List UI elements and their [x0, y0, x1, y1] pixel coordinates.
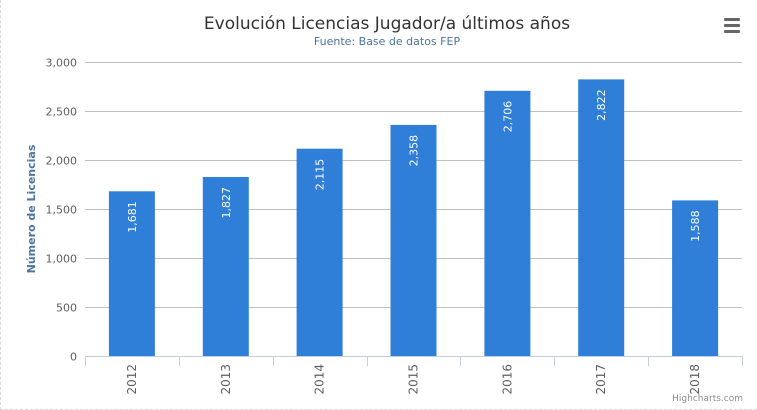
data-label: 1,827	[220, 187, 233, 219]
menu-bar	[724, 18, 740, 21]
x-tick-label: 2016	[500, 364, 514, 395]
data-label: 2,706	[501, 101, 514, 133]
chart-subtitle: Fuente: Base de datos FEP	[314, 35, 461, 48]
menu-bar	[724, 30, 740, 33]
bar[interactable]	[296, 148, 343, 356]
y-tick-label: 500	[56, 302, 77, 315]
y-tick-label: 0	[70, 351, 77, 364]
chart-title: Evolución Licencias Jugador/a últimos añ…	[204, 14, 570, 34]
y-tick-label: 2,000	[46, 155, 78, 168]
y-tick-label: 1,500	[46, 204, 78, 217]
x-tick-label: 2013	[219, 364, 233, 395]
x-axis: 2012 2013 2014 2015 2016 2017 2018	[85, 356, 743, 395]
y-tick-label: 1,000	[46, 253, 78, 266]
data-label: 2,115	[314, 159, 327, 191]
bar[interactable]	[390, 124, 437, 357]
y-tick-label: 2,500	[46, 106, 78, 119]
bar[interactable]	[108, 191, 155, 356]
data-label: 1,588	[689, 210, 702, 242]
bar[interactable]	[578, 79, 625, 357]
credits-link[interactable]: Highcharts.com	[672, 394, 743, 404]
x-tick-label: 2014	[313, 364, 327, 395]
data-label: 2,822	[595, 89, 608, 121]
bar[interactable]	[484, 90, 531, 357]
menu-bar	[724, 24, 740, 27]
x-tick-label: 2012	[125, 364, 139, 395]
bar-series: 1,681 1,827 2,115 2,358 2,706 2,822 1,588	[108, 79, 719, 357]
x-tick-label: 2015	[407, 364, 421, 395]
bar[interactable]	[202, 177, 249, 356]
data-label: 1,681	[126, 201, 139, 233]
hamburger-menu-icon[interactable]	[719, 14, 745, 36]
y-tick-label: 3,000	[46, 57, 78, 70]
y-axis-title: Número de Licencias	[25, 144, 38, 273]
bar[interactable]	[672, 200, 719, 356]
x-tick-label: 2017	[594, 364, 608, 395]
data-label: 2,358	[408, 135, 421, 167]
x-tick-label: 2018	[688, 364, 702, 395]
